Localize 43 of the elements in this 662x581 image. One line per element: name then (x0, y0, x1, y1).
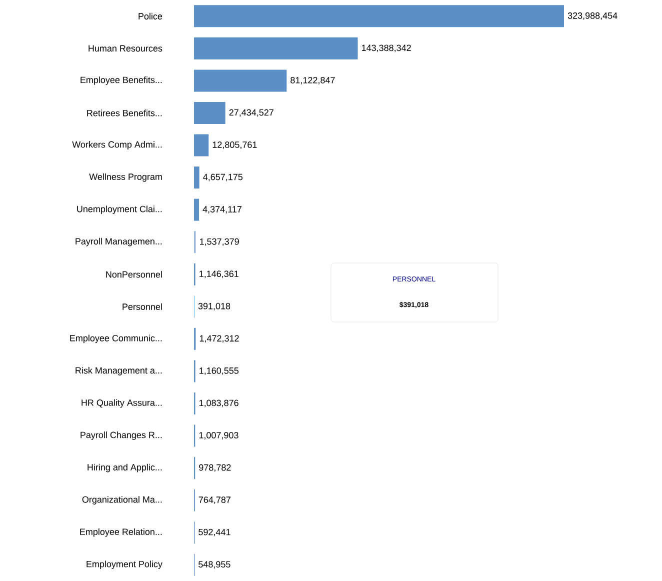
data-label: 391,018 (198, 302, 230, 310)
data-label: 1,083,876 (199, 400, 238, 408)
y-tick-label: Employee Communic... (70, 334, 162, 344)
y-tick-label: Human Resources (88, 45, 162, 52)
data-label: 764,787 (198, 496, 230, 504)
y-tick-label: Wellness Program (89, 173, 162, 182)
data-label: 592,441 (198, 528, 230, 536)
data-label: 1,472,312 (200, 335, 239, 343)
y-tick-label: Employee Relation... (80, 528, 162, 537)
bar (194, 198, 199, 221)
data-label: 4,374,117 (202, 206, 242, 214)
data-label: 323,988,454 (568, 12, 618, 20)
data-label: 27,434,527 (229, 109, 274, 117)
data-label: 12,805,761 (212, 142, 257, 149)
data-label: 978,782 (199, 464, 231, 472)
y-tick-label: Workers Comp Admi... (72, 141, 162, 150)
y-tick-label: Risk Management a... (76, 366, 162, 376)
data-label: 1,007,903 (199, 432, 238, 440)
y-tick-label: Payroll Managemen... (76, 238, 162, 246)
data-label: 81,122,847 (290, 76, 335, 84)
y-tick-label: Employment Policy (86, 560, 162, 570)
y-tick-label: Personnel (122, 303, 162, 310)
bar (194, 166, 200, 189)
data-label: 4,657,175 (203, 174, 243, 182)
y-tick-label: Retirees Benefits... (87, 110, 162, 116)
y-tick-label: Hiring and Applic... (88, 464, 162, 472)
y-tick-label: HR Quality Assura... (82, 399, 162, 408)
bar (194, 37, 358, 60)
data-label: 548,955 (198, 561, 230, 569)
y-tick-label: Payroll Changes R... (80, 432, 162, 440)
y-tick-label: Unemployment Clai... (77, 206, 162, 214)
bar (194, 70, 287, 92)
bar (194, 102, 226, 124)
data-label: 1,160,555 (200, 367, 239, 375)
data-label: 143,388,342 (362, 44, 411, 52)
data-label: 1,537,379 (200, 238, 239, 246)
y-tick-label: Organizational Ma... (82, 496, 162, 504)
data-label: 1,146,361 (200, 270, 238, 278)
bar (194, 5, 564, 28)
y-tick-label: NonPersonnel (106, 271, 162, 278)
bar (194, 134, 209, 156)
y-tick-label: Police (138, 12, 162, 20)
y-tick-label: Employee Benefits... (80, 76, 162, 85)
